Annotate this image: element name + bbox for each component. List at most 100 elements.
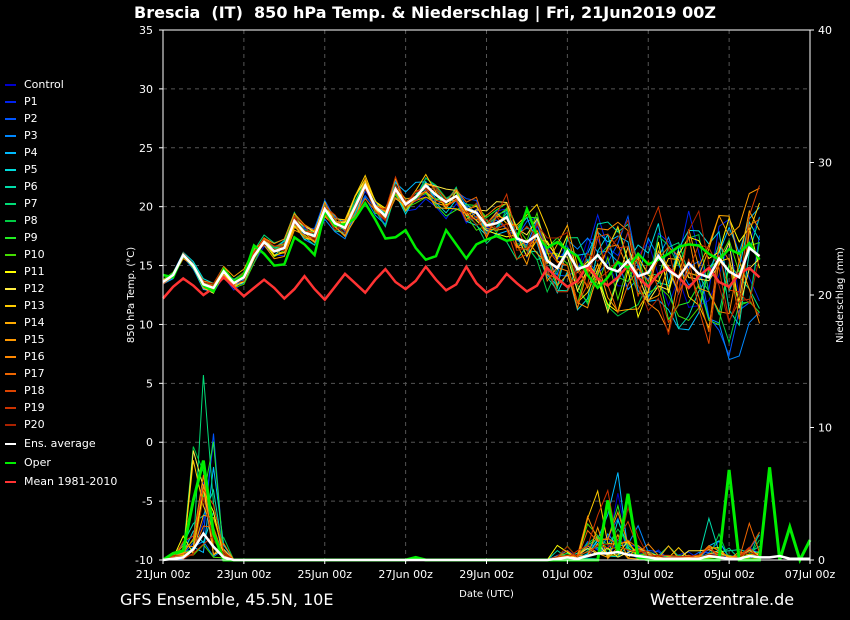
y-tick-label: -10 xyxy=(135,554,153,567)
legend-item: P19 xyxy=(3,399,117,416)
x-tick-label: 21Jun 00z xyxy=(136,568,191,581)
legend-label: P14 xyxy=(24,316,45,329)
legend-swatch xyxy=(5,101,16,103)
legend-item: P17 xyxy=(3,365,117,382)
y-tick-label: 25 xyxy=(139,142,153,155)
legend-label: P3 xyxy=(24,129,38,142)
legend-label: P19 xyxy=(24,401,45,414)
chart-title: Brescia (IT) 850 hPa Temp. & Niederschla… xyxy=(134,3,716,22)
legend-swatch xyxy=(5,135,16,137)
y-tick-label: 30 xyxy=(139,83,153,96)
legend-item: P16 xyxy=(3,348,117,365)
legend-label: P11 xyxy=(24,265,45,278)
legend-swatch xyxy=(5,288,16,290)
legend-label: P15 xyxy=(24,333,45,346)
legend-item: P2 xyxy=(3,110,117,127)
axes: -10 -5 0 5 10 15 20 25 30 35 0 10 20 30 40 21Jun 00z 23J… xyxy=(126,24,846,600)
legend-label: P4 xyxy=(24,146,38,159)
x-tick-label: 01Jul 00z xyxy=(542,568,593,581)
y2-tick-label: 0 xyxy=(818,554,825,567)
member-precip-line xyxy=(162,496,760,561)
x-tick-label: 29Jun 00z xyxy=(459,568,514,581)
legend-item: P13 xyxy=(3,297,117,314)
x-tick-label: 27Jun 00z xyxy=(378,568,433,581)
member-precip-line xyxy=(162,510,760,561)
member-precip-line xyxy=(162,524,760,561)
y-tick-label: -5 xyxy=(142,495,153,508)
legend-swatch xyxy=(5,237,16,239)
temp-series-mean-1981-2010 xyxy=(162,263,761,302)
legend-item: P4 xyxy=(3,144,117,161)
legend-swatch xyxy=(5,84,16,86)
y2-tick-label: 10 xyxy=(818,422,832,435)
legend-swatch xyxy=(5,186,16,188)
legend: Control P1 P2 P3 P4 P5 P6 P7 P8 P9 P10 P11 P12 P13 P14… xyxy=(3,76,117,490)
legend-swatch xyxy=(5,443,16,445)
legend-label: Control xyxy=(24,78,64,91)
legend-swatch xyxy=(5,152,16,154)
legend-label: P5 xyxy=(24,163,38,176)
y-tick-label: 20 xyxy=(139,201,153,214)
legend-item: P8 xyxy=(3,212,117,229)
y-tick-label: 10 xyxy=(139,318,153,331)
x-axis-label: Date (UTC) xyxy=(459,589,514,600)
legend-item: P15 xyxy=(3,331,117,348)
legend-item: Oper xyxy=(3,454,117,471)
legend-swatch xyxy=(5,407,16,409)
x-tick-label: 25Jun 00z xyxy=(298,568,353,581)
legend-item: P7 xyxy=(3,195,117,212)
member-precip-line xyxy=(162,522,760,561)
legend-item: P14 xyxy=(3,314,117,331)
ensemble-members xyxy=(162,173,760,561)
legend-item: P9 xyxy=(3,229,117,246)
legend-label: Ens. average xyxy=(24,437,96,450)
member-precip-line xyxy=(162,484,760,561)
legend-label: P1 xyxy=(24,95,38,108)
legend-label: P6 xyxy=(24,180,38,193)
legend-label: P20 xyxy=(24,418,45,431)
legend-swatch xyxy=(5,481,16,483)
legend-label: P18 xyxy=(24,384,45,397)
legend-label: Mean 1981-2010 xyxy=(24,475,118,488)
temp-series-ens-average xyxy=(162,182,761,290)
member-precip-line xyxy=(162,446,760,561)
y-axis-label: 850 hPa Temp. (°C) xyxy=(126,247,137,343)
legend-label: P2 xyxy=(24,112,38,125)
legend-item: P10 xyxy=(3,246,117,263)
y2-tick-label: 30 xyxy=(818,157,832,170)
legend-item: Mean 1981-2010 xyxy=(3,473,117,490)
legend-item: P3 xyxy=(3,127,117,144)
legend-label: P16 xyxy=(24,350,45,363)
legend-swatch xyxy=(5,169,16,171)
x-tick-label: 07Jul 00z xyxy=(785,568,836,581)
legend-swatch xyxy=(5,118,16,120)
y-tick-label: 15 xyxy=(139,260,153,273)
legend-swatch xyxy=(5,462,16,464)
legend-swatch xyxy=(5,390,16,392)
legend-item: Control xyxy=(3,76,117,93)
member-precip-line xyxy=(162,514,760,561)
legend-item: P18 xyxy=(3,382,117,399)
legend-swatch xyxy=(5,373,16,375)
legend-swatch xyxy=(5,424,16,426)
legend-label: P12 xyxy=(24,282,45,295)
legend-label: P9 xyxy=(24,231,38,244)
legend-label: P7 xyxy=(24,197,38,210)
member-precip-line xyxy=(162,466,760,561)
x-tick-label: 23Jun 00z xyxy=(217,568,272,581)
legend-swatch xyxy=(5,356,16,358)
legend-swatch xyxy=(5,339,16,341)
legend-swatch xyxy=(5,203,16,205)
legend-label: P10 xyxy=(24,248,45,261)
legend-swatch xyxy=(5,322,16,324)
member-precip-line xyxy=(162,488,760,561)
grid xyxy=(163,30,810,560)
legend-swatch xyxy=(5,254,16,256)
footer-model-info: GFS Ensemble, 45.5N, 10E xyxy=(120,590,334,609)
legend-item: P1 xyxy=(3,93,117,110)
legend-swatch xyxy=(5,271,16,273)
member-precip-line xyxy=(162,487,760,561)
member-precip-line xyxy=(162,450,760,561)
legend-item: Ens. average xyxy=(3,435,117,452)
